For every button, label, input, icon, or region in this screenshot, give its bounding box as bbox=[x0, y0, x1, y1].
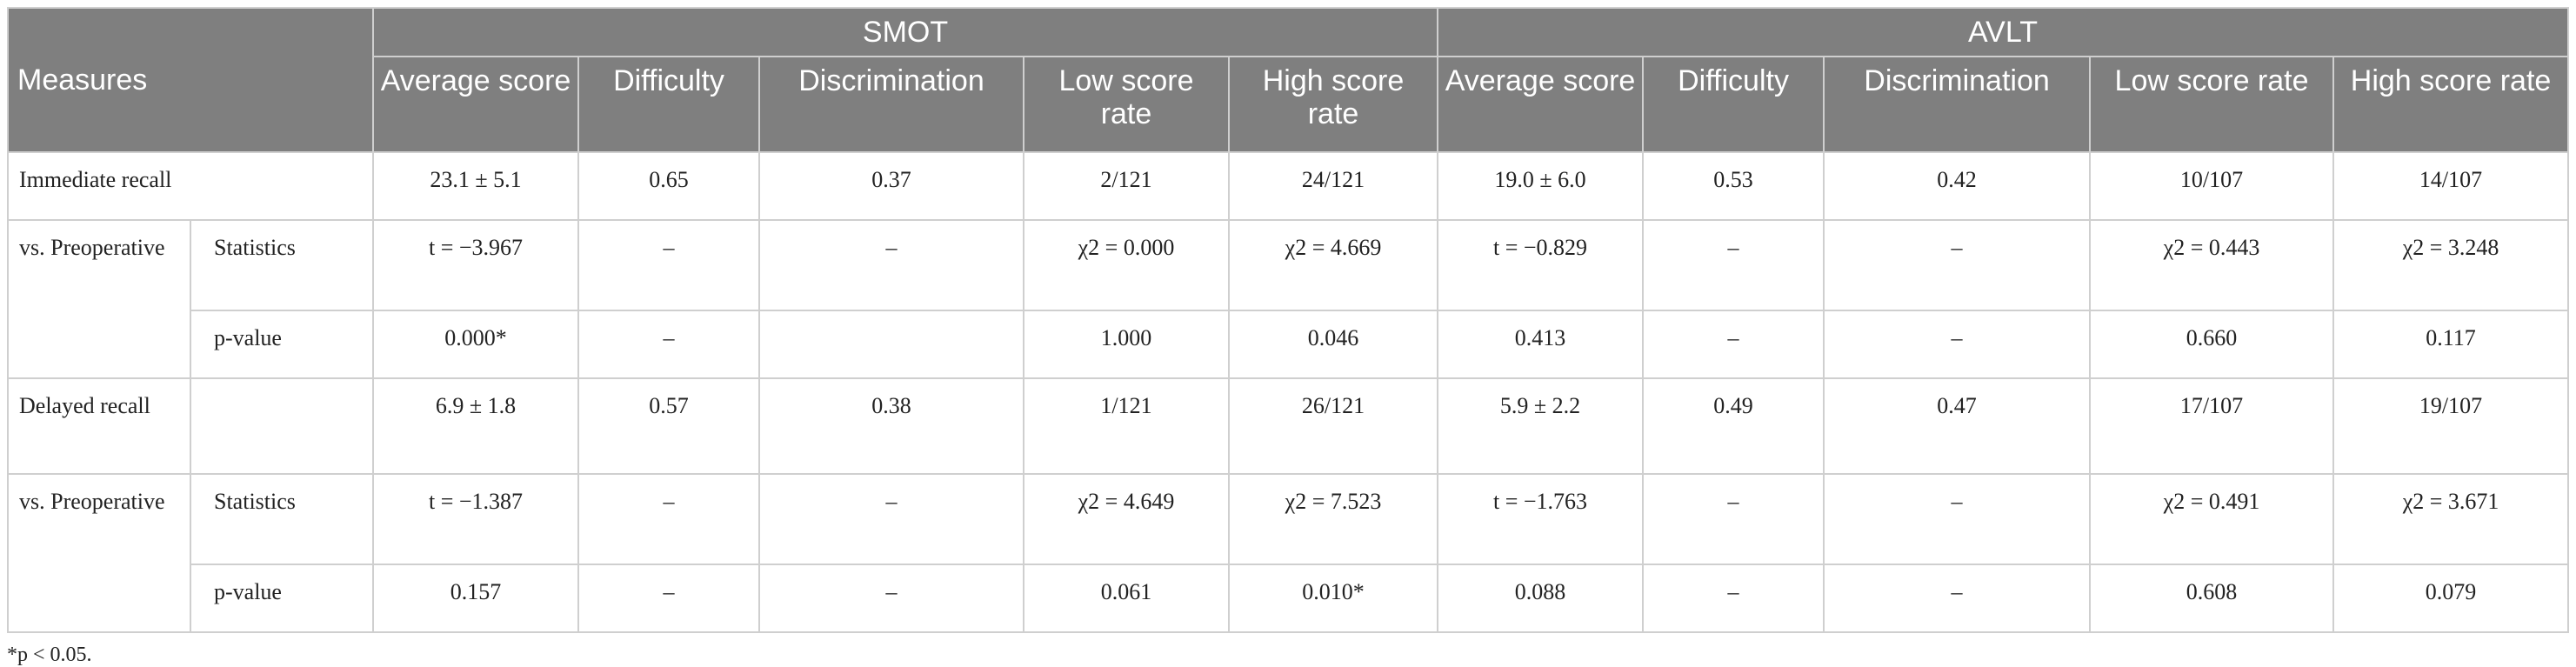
table-cell: χ2 = 0.491 bbox=[2089, 473, 2335, 565]
table-cell: – bbox=[1642, 473, 1825, 565]
table-cell: 0.413 bbox=[1437, 310, 1645, 379]
table-cell: χ2 = 0.443 bbox=[2089, 219, 2335, 311]
header-smot-average-score: Average score bbox=[372, 56, 579, 153]
header-smot-high-score-rate: High score rate bbox=[1227, 56, 1439, 153]
header-measures: Measures bbox=[7, 7, 374, 153]
table-cell: 14/107 bbox=[2332, 151, 2570, 221]
table-cell: t = −1.763 bbox=[1437, 473, 1645, 565]
table-cell: – bbox=[1642, 219, 1825, 311]
table-cell: t = −1.387 bbox=[372, 473, 579, 565]
table-cell: t = −0.829 bbox=[1437, 219, 1645, 311]
table-cell: 1/121 bbox=[1023, 377, 1230, 475]
table-cell: 19/107 bbox=[2332, 377, 2570, 475]
table-cell: – bbox=[1823, 310, 2092, 379]
table-cell: χ2 = 3.248 bbox=[2332, 219, 2570, 311]
table-cell: 23.1 ± 5.1 bbox=[372, 151, 579, 221]
header-group-avlt: AVLT bbox=[1437, 7, 2570, 57]
header-row-columns: Average score Difficulty Discrimination … bbox=[8, 56, 2570, 153]
row-sublabel: p-value bbox=[190, 310, 374, 379]
table-cell: 2/121 bbox=[1023, 151, 1230, 221]
table-cell bbox=[190, 377, 374, 475]
header-avlt-high-score-rate: High score rate bbox=[2332, 56, 2570, 153]
table-cell: χ2 = 4.669 bbox=[1227, 219, 1439, 311]
table-cell: 0.157 bbox=[372, 564, 579, 633]
table-cell: 0.37 bbox=[758, 151, 1024, 221]
row-sublabel: Statistics bbox=[190, 473, 374, 565]
table-cell: – bbox=[758, 564, 1024, 633]
header-group-smot: SMOT bbox=[371, 7, 1439, 57]
table-cell: 0.42 bbox=[1823, 151, 2092, 221]
row-label: Delayed recall bbox=[7, 377, 191, 475]
table-cell: – bbox=[577, 473, 760, 565]
table-cell: χ2 = 0.000 bbox=[1023, 219, 1230, 311]
header-avlt-low-score-rate: Low score rate bbox=[2089, 56, 2335, 153]
header-row-groups: Measures SMOT AVLT bbox=[7, 7, 2570, 153]
table-cell: χ2 = 7.523 bbox=[1227, 473, 1439, 565]
table-cell: 0.117 bbox=[2332, 310, 2570, 379]
table-cell: 0.47 bbox=[1823, 377, 2092, 475]
table-cell: – bbox=[1642, 310, 1825, 379]
table-cell: – bbox=[1823, 219, 2092, 311]
header-avlt-difficulty: Difficulty bbox=[1642, 56, 1825, 153]
table-cell: 0.046 bbox=[1227, 310, 1439, 379]
table-cell: 0.660 bbox=[2089, 310, 2335, 379]
header-smot-low-score-rate: Low score rate bbox=[1023, 56, 1230, 153]
row-label: Immediate recall bbox=[7, 151, 374, 221]
table-cell: 0.57 bbox=[577, 377, 760, 475]
table-cell: 0.38 bbox=[758, 377, 1024, 475]
header-avlt-discrimination: Discrimination bbox=[1823, 56, 2092, 153]
row-sublabel: p-value bbox=[190, 564, 374, 633]
header-smot-difficulty: Difficulty bbox=[577, 56, 760, 153]
table-cell: 0.061 bbox=[1023, 564, 1230, 633]
table-cell: 5.9 ± 2.2 bbox=[1437, 377, 1645, 475]
table-cell: – bbox=[1823, 564, 2092, 633]
table-row-delayed-recall: Delayed recall 6.9 ± 1.8 0.57 0.38 1/121… bbox=[7, 377, 2570, 475]
table-cell: 0.65 bbox=[577, 151, 760, 221]
table-cell: – bbox=[577, 564, 760, 633]
table-cell: 24/121 bbox=[1227, 151, 1439, 221]
table-cell: 0.608 bbox=[2089, 564, 2335, 633]
table-cell: 26/121 bbox=[1227, 377, 1439, 475]
table-cell bbox=[758, 310, 1024, 379]
row-label: vs. Preoperative bbox=[7, 473, 191, 633]
table-row-immediate-pvalue: p-value 0.000* – 1.000 0.046 0.413 – – 0… bbox=[8, 310, 2570, 379]
table-cell: 0.010* bbox=[1227, 564, 1439, 633]
table-row-delayed-pvalue: p-value 0.157 – – 0.061 0.010* 0.088 – –… bbox=[8, 564, 2570, 633]
header-smot-discrimination: Discrimination bbox=[758, 56, 1024, 153]
table-cell: – bbox=[758, 473, 1024, 565]
table-cell: – bbox=[577, 310, 760, 379]
table-cell: 0.079 bbox=[2332, 564, 2570, 633]
row-label: vs. Preoperative bbox=[7, 219, 191, 379]
header-avlt-average-score: Average score bbox=[1437, 56, 1645, 153]
table-row-immediate-recall: Immediate recall 23.1 ± 5.1 0.65 0.37 2/… bbox=[7, 151, 2570, 221]
table-cell: – bbox=[758, 219, 1024, 311]
table-cell: t = −3.967 bbox=[372, 219, 579, 311]
table-cell: – bbox=[1642, 564, 1825, 633]
table-cell: 17/107 bbox=[2089, 377, 2335, 475]
table-cell: 0.000* bbox=[372, 310, 579, 379]
row-sublabel: Statistics bbox=[190, 219, 374, 311]
table-cell: χ2 = 3.671 bbox=[2332, 473, 2570, 565]
table-cell: 6.9 ± 1.8 bbox=[372, 377, 579, 475]
table-cell: 19.0 ± 6.0 bbox=[1437, 151, 1645, 221]
table-cell: 0.088 bbox=[1437, 564, 1645, 633]
table-cell: χ2 = 4.649 bbox=[1023, 473, 1230, 565]
table-cell: – bbox=[577, 219, 760, 311]
table-container: Measures SMOT AVLT Average score Difficu… bbox=[7, 7, 2570, 667]
table-cell: 10/107 bbox=[2089, 151, 2335, 221]
table-cell: 0.53 bbox=[1642, 151, 1825, 221]
table-row-immediate-statistics: vs. Preoperative Statistics t = −3.967 –… bbox=[7, 219, 2570, 379]
results-table: Measures SMOT AVLT Average score Difficu… bbox=[7, 7, 2570, 633]
table-cell: 0.49 bbox=[1642, 377, 1825, 475]
table-cell: 1.000 bbox=[1023, 310, 1230, 379]
table-cell: – bbox=[1823, 473, 2092, 565]
table-row-delayed-statistics: vs. Preoperative Statistics t = −1.387 –… bbox=[7, 473, 2570, 633]
table-footnote: *p < 0.05. bbox=[7, 644, 92, 666]
